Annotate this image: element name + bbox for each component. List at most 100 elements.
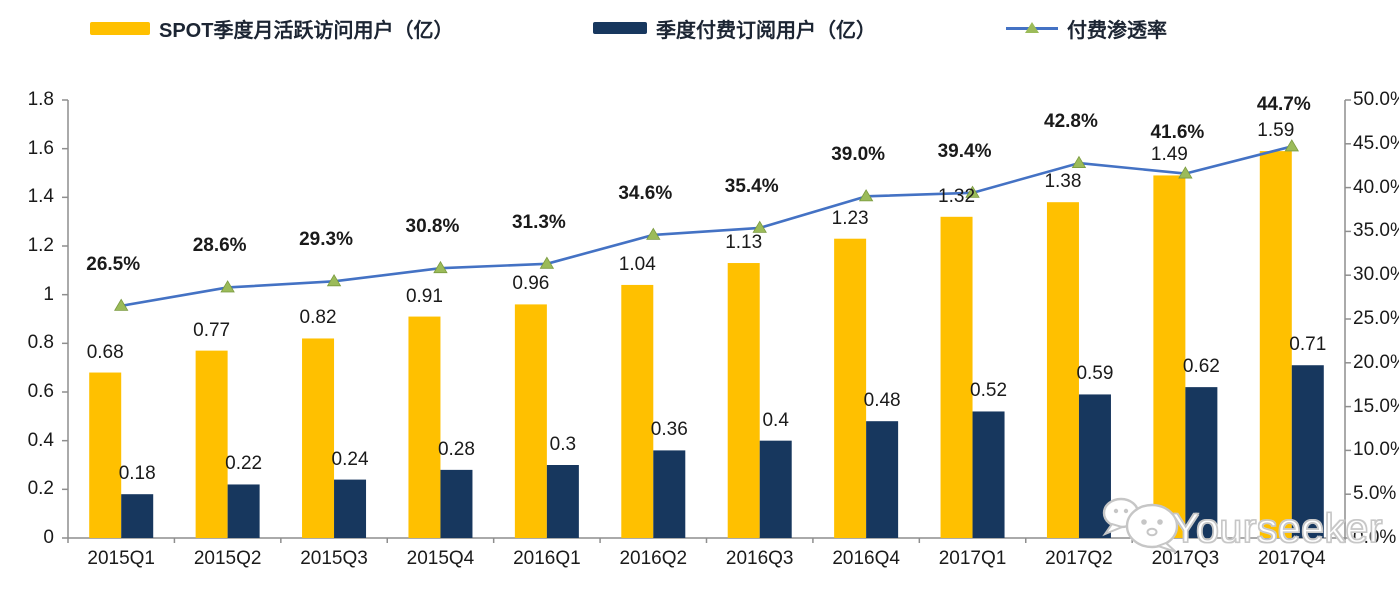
mau-bar [621,284,654,538]
penetration-line [120,145,1293,308]
penetration-pct-label: 42.8% [1044,111,1098,133]
subscribers-value-label: 0.59 [1076,363,1114,385]
subscribers-value-label: 0.18 [118,463,156,485]
penetration-pct-label: 41.6% [1150,121,1205,143]
mau-color-swatch [90,21,150,35]
penetration-pct-label: 30.8% [405,216,460,238]
subscribers-bar [440,469,473,538]
y-axis-left-tick-label: 1.2 [27,235,54,256]
mau-value-label: 0.68 [86,341,124,363]
subscribers-bar [759,440,792,538]
subscribers-bar [1291,365,1324,538]
legend-label-penetration: 付费渗透率 [1067,19,1167,42]
subscribers-value-label: 0.52 [970,380,1008,402]
triangle-marker-icon [1025,21,1039,33]
x-axis-tick-label: 2015Q2 [193,548,262,569]
subscribers-value-label: 0.36 [650,419,688,441]
mau-bar [89,372,122,538]
subscribers-value-label: 0.48 [863,390,901,412]
y-axis-left-tick-label: 0.2 [27,478,54,500]
y-axis-right-tick-label: 20.0% [1353,351,1399,373]
mau-bar [940,216,973,539]
legend-item-subscribers: 季度付费订阅用户（亿） [593,15,876,42]
subscribers-value-label: 0.22 [225,453,263,475]
mau-value-label: 1.13 [725,232,763,254]
subscribers-bar [227,484,260,538]
y-axis-right-tick-label: 45.0% [1353,132,1399,154]
subscribers-value-label: 0.62 [1182,356,1220,378]
mau-bar [1046,202,1079,538]
x-axis-tick-label: 2017Q4 [1257,548,1326,569]
mau-value-label: 1.38 [1044,171,1082,193]
mau-value-label: 1.32 [938,185,976,207]
legend-label-mau: SPOT季度月活跃访问用户（亿） [159,19,454,42]
subscribers-color-swatch [593,22,647,34]
penetration-marker [433,260,448,274]
y-axis-left-tick-label: 0.8 [27,332,54,354]
mau-value-label: 1.59 [1257,120,1295,142]
x-axis-tick-label: 2016Q2 [619,548,688,569]
y-axis-right-tick-label: 30.0% [1353,264,1399,286]
penetration-marker [1284,139,1299,152]
penetration-marker [220,280,235,293]
mau-bar [727,263,760,538]
penetration-marker [114,298,129,311]
subscribers-value-label: 0.3 [549,434,577,455]
y-axis-right-tick-label: 5.0% [1353,483,1397,505]
penetration-pct-label: 28.6% [192,235,247,257]
mau-bar [834,238,867,538]
y-axis-right-tick-label: 15.0% [1353,395,1399,417]
legend-item-penetration: 付费渗透率 [1006,15,1167,42]
mau-bar [408,316,441,538]
penetration-pct-label: 34.6% [618,182,673,204]
mau-value-label: 0.77 [193,319,231,341]
mau-value-label: 1.49 [1150,144,1188,166]
mau-bar [1153,175,1186,538]
y-axis-left-tick-label: 1.8 [27,89,54,110]
x-axis-tick-label: 2017Q2 [1045,548,1113,569]
mau-value-label: 0.91 [405,285,443,307]
subscribers-value-label: 0.71 [1289,334,1327,356]
subscribers-value-label: 0.24 [331,448,369,470]
penetration-pct-label: 26.5% [86,253,141,275]
x-axis-tick-label: 2017Q1 [938,548,1007,569]
penetration-pct-label: 39.0% [831,144,886,166]
y-axis-right-tick-label: 25.0% [1353,308,1399,329]
subscribers-bar [1185,387,1218,538]
penetration-marker [858,189,874,202]
penetration-pct-label: 39.4% [937,140,992,162]
penetration-pct-label: 29.3% [299,229,353,251]
x-axis-tick-label: 2015Q4 [406,548,475,569]
penetration-pct-label: 35.4% [724,175,779,197]
y-axis-left-tick-label: 0 [43,527,54,548]
y-axis-right-tick-label: 35.0% [1353,220,1399,242]
mau-value-label: 1.23 [831,207,869,229]
x-axis-tick-label: 2015Q1 [87,548,156,569]
penetration-marker [1071,155,1087,168]
mau-bar [1259,151,1292,538]
mau-bar [302,338,335,538]
mau-value-label: 1.04 [618,253,656,275]
subscribers-bar [653,450,686,538]
x-axis-tick-label: 2016Q4 [832,548,900,569]
subscribers-bar [121,494,154,538]
y-axis-right-tick-label: 40.0% [1353,176,1399,198]
mau-value-label: 0.82 [299,307,337,329]
penetration-marker [752,220,767,233]
subscribers-bar [334,479,367,538]
y-axis-left-tick-label: 0.4 [27,429,54,451]
penetration-pct-label: 44.7% [1256,94,1311,116]
legend-item-mau: SPOT季度月活跃访问用户（亿） [90,15,454,42]
x-axis-tick-label: 2015Q3 [300,548,368,569]
subscribers-value-label: 0.28 [437,438,475,460]
y-axis-left-tick-label: 1.6 [27,137,54,159]
penetration-marker [539,256,555,269]
subscribers-bar [1078,394,1111,538]
penetration-marker [965,185,980,198]
y-axis-right-tick-label: 0.0% [1353,527,1397,548]
x-axis-tick-label: 2016Q1 [513,548,581,569]
subscribers-bar [866,421,899,538]
y-axis-right-tick-label: 10.0% [1353,439,1399,461]
